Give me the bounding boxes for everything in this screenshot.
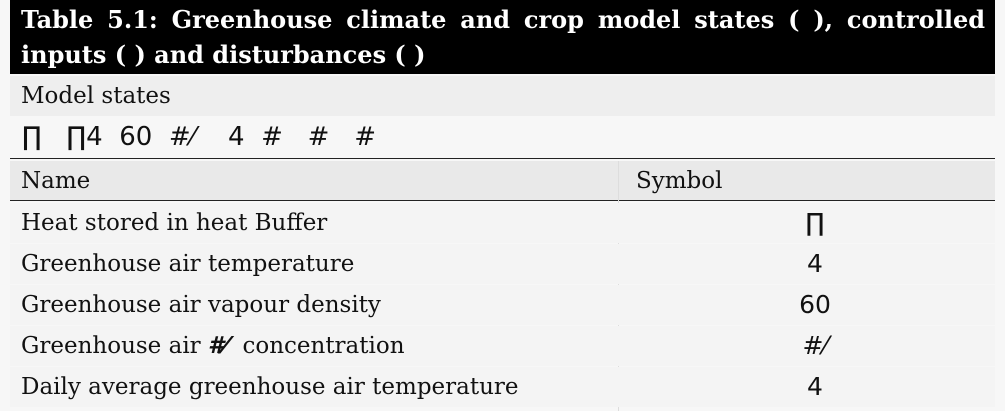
row-name-after: concentration [227,333,405,359]
row-name: Daily average greenhouse air temperature [21,374,519,400]
row-symbol: 60 [799,290,831,319]
row-symbol: 4 [807,372,823,401]
table-row: Greenhouse air temperature 4 [10,244,995,284]
row-name: Greenhouse air #⁄ concentration [21,326,405,366]
row-name: Heat stored in heat Buffer [21,210,328,236]
row-symbol: 4 [807,249,823,278]
row-name: Greenhouse air temperature [21,251,355,277]
table-row: Daily average greenhouse air temperature… [10,367,995,407]
column-header-symbol: Symbol [636,168,723,194]
section-heading: Model states [10,76,995,116]
table-row: Greenhouse air vapour density 60 [10,285,995,325]
row-symbol: ∏ [805,208,825,237]
column-header-name: Name [21,168,91,194]
column-header-row: Name Symbol [10,161,995,201]
row-name-glyph: #⁄ [207,333,228,359]
table-title: Table 5.1: Greenhouse climate and crop m… [10,0,995,74]
row-symbol: #⁄ [802,331,828,360]
table-row: Heat stored in heat Buffer ∏ [10,203,995,243]
symbol-strip: ∏ ∏4 60 #⁄ 4 # # # [10,117,995,159]
table-row: Greenhouse air #⁄ concentration #⁄ [10,326,995,366]
row-name: Greenhouse air vapour density [21,292,381,318]
row-name-before: Greenhouse air [21,333,208,359]
